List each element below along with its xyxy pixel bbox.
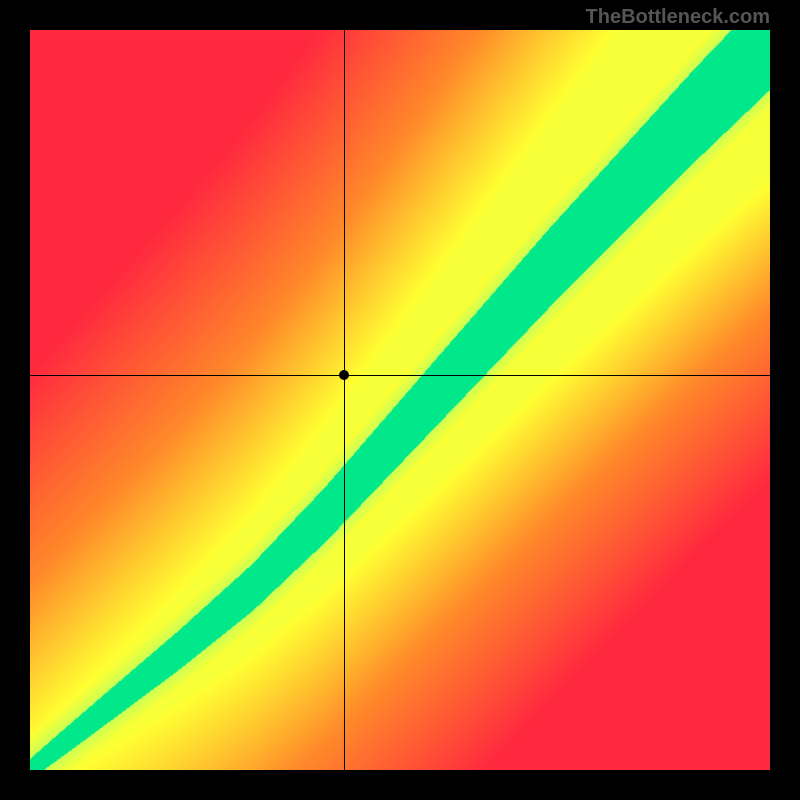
crosshair-horizontal <box>30 375 770 376</box>
marker-dot <box>339 370 349 380</box>
heatmap-canvas <box>30 30 770 770</box>
chart-container: TheBottleneck.com <box>0 0 800 800</box>
attribution-text: TheBottleneck.com <box>586 6 770 29</box>
plot-area <box>30 30 770 770</box>
crosshair-vertical <box>344 30 345 770</box>
